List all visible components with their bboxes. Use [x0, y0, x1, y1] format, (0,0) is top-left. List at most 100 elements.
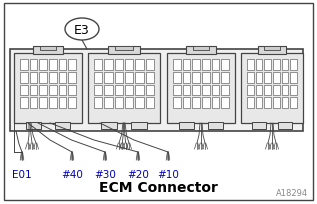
Bar: [30, 72, 37, 83]
Bar: [282, 85, 288, 96]
Bar: [247, 72, 254, 83]
Bar: [68, 72, 76, 83]
Bar: [49, 85, 57, 96]
Bar: [135, 98, 144, 109]
Text: #30: #30: [94, 169, 116, 179]
Bar: [30, 85, 37, 96]
Bar: [101, 122, 117, 129]
Bar: [39, 85, 47, 96]
Text: ECM Connector: ECM Connector: [99, 180, 217, 194]
Bar: [264, 47, 280, 51]
Bar: [49, 72, 57, 83]
Bar: [104, 60, 113, 70]
Bar: [125, 72, 133, 83]
Bar: [212, 60, 219, 70]
Bar: [14, 54, 82, 123]
Bar: [278, 122, 292, 129]
Bar: [183, 85, 190, 96]
Bar: [179, 122, 194, 129]
Bar: [264, 98, 271, 109]
Bar: [247, 98, 254, 109]
Ellipse shape: [65, 19, 99, 41]
Bar: [115, 98, 123, 109]
Bar: [125, 60, 133, 70]
Bar: [202, 60, 210, 70]
Bar: [135, 85, 144, 96]
Bar: [290, 72, 297, 83]
Bar: [192, 85, 200, 96]
Bar: [125, 85, 133, 96]
Bar: [94, 85, 102, 96]
Bar: [186, 47, 216, 55]
Bar: [68, 85, 76, 96]
Bar: [26, 122, 41, 129]
Bar: [192, 98, 200, 109]
Bar: [273, 60, 280, 70]
Bar: [256, 72, 262, 83]
Bar: [208, 122, 223, 129]
Bar: [202, 72, 210, 83]
Bar: [39, 60, 47, 70]
Bar: [20, 60, 28, 70]
Bar: [39, 72, 47, 83]
Bar: [59, 72, 66, 83]
Bar: [167, 54, 235, 123]
Bar: [193, 47, 210, 51]
Bar: [258, 47, 286, 55]
Bar: [192, 60, 200, 70]
Text: #10: #10: [157, 169, 179, 179]
Bar: [290, 85, 297, 96]
Bar: [40, 47, 56, 51]
Bar: [55, 122, 70, 129]
Bar: [282, 60, 288, 70]
Bar: [273, 72, 280, 83]
Bar: [59, 85, 66, 96]
Bar: [247, 60, 254, 70]
Bar: [88, 54, 160, 123]
Bar: [221, 60, 229, 70]
Bar: [30, 98, 37, 109]
Bar: [264, 60, 271, 70]
Bar: [212, 98, 219, 109]
Bar: [202, 85, 210, 96]
Bar: [94, 72, 102, 83]
Bar: [68, 60, 76, 70]
Bar: [33, 47, 63, 55]
Bar: [173, 72, 181, 83]
Bar: [221, 72, 229, 83]
Bar: [135, 60, 144, 70]
Bar: [115, 47, 133, 51]
Bar: [49, 98, 57, 109]
Bar: [282, 72, 288, 83]
Bar: [183, 72, 190, 83]
Bar: [146, 98, 154, 109]
Bar: [20, 98, 28, 109]
Bar: [202, 98, 210, 109]
Bar: [20, 85, 28, 96]
Bar: [264, 85, 271, 96]
Bar: [125, 98, 133, 109]
Bar: [59, 60, 66, 70]
Bar: [221, 98, 229, 109]
Bar: [104, 72, 113, 83]
Text: E3: E3: [74, 23, 90, 36]
Text: E01: E01: [12, 169, 32, 179]
Bar: [173, 98, 181, 109]
Bar: [94, 60, 102, 70]
Bar: [108, 47, 140, 55]
Bar: [59, 98, 66, 109]
Bar: [115, 72, 123, 83]
Text: #20: #20: [127, 169, 149, 179]
Bar: [146, 85, 154, 96]
Bar: [282, 98, 288, 109]
Bar: [115, 85, 123, 96]
Bar: [212, 72, 219, 83]
Bar: [183, 60, 190, 70]
Bar: [146, 72, 154, 83]
Bar: [49, 60, 57, 70]
Bar: [94, 98, 102, 109]
Bar: [146, 60, 154, 70]
Bar: [104, 98, 113, 109]
Bar: [221, 85, 229, 96]
Bar: [256, 60, 262, 70]
